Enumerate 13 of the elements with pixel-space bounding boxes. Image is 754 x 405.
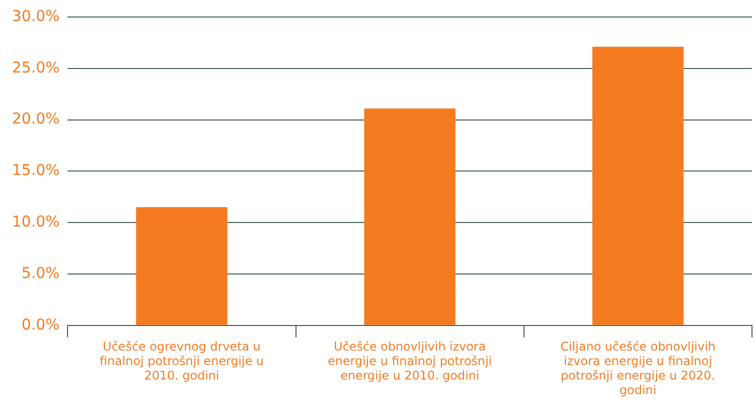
bar bbox=[136, 207, 228, 325]
x-tick-label: Učešće ogrevnog drveta u finalnoj potrošnji energije u 2010. godini bbox=[100, 340, 264, 383]
y-tick-label: 20.0% bbox=[12, 110, 60, 128]
x-tick-label: Učešće obnovljivih izvora energije u finalnoj potrošnji energije u 2010. godini bbox=[328, 340, 492, 383]
y-tick-label: 15.0% bbox=[12, 161, 60, 180]
y-tick-label: 5.0% bbox=[22, 264, 60, 282]
x-tick-label: Ciljano učešće obnovljivih izvora energije u finalnoj potrošnji energije u 2020. godini bbox=[560, 340, 716, 397]
y-tick-label: 30.0% bbox=[12, 6, 60, 25]
bar bbox=[364, 108, 456, 325]
y-tick-label: 10.0% bbox=[12, 212, 60, 230]
y-tick-label: 0.0% bbox=[22, 315, 60, 334]
y-tick-label: 25.0% bbox=[12, 58, 60, 76]
bar bbox=[592, 46, 684, 325]
